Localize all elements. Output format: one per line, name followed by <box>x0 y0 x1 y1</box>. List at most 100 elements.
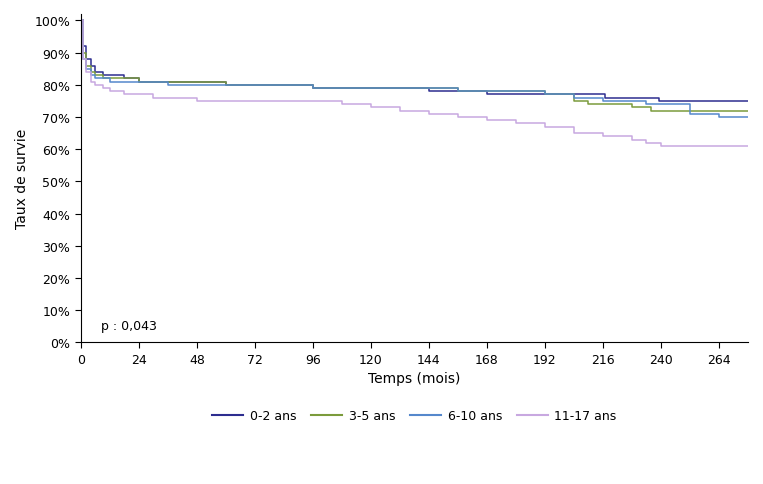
6-10 ans <box>511 89 520 95</box>
6-10 ans <box>482 89 491 95</box>
6-10 ans <box>308 86 317 92</box>
6-10 ans <box>424 86 433 92</box>
3-5 ans <box>598 102 607 108</box>
0-2 ans <box>81 57 90 63</box>
Line: 3-5 ans: 3-5 ans <box>81 21 748 111</box>
6-10 ans <box>79 57 88 63</box>
0-2 ans <box>337 86 346 92</box>
6-10 ans <box>714 115 723 121</box>
6-10 ans <box>98 76 107 82</box>
Line: 11-17 ans: 11-17 ans <box>81 21 748 147</box>
3-5 ans <box>98 76 107 82</box>
0-2 ans <box>279 83 288 89</box>
3-5 ans <box>149 79 158 85</box>
0-2 ans <box>86 63 95 69</box>
3-5 ans <box>647 108 656 114</box>
3-5 ans <box>424 86 433 92</box>
3-5 ans <box>453 89 462 95</box>
Line: 0-2 ans: 0-2 ans <box>81 21 748 102</box>
11-17 ans <box>511 121 520 127</box>
11-17 ans <box>453 115 462 121</box>
3-5 ans <box>743 108 752 114</box>
0-2 ans <box>743 99 752 105</box>
0-2 ans <box>221 83 230 89</box>
6-10 ans <box>642 102 651 108</box>
0-2 ans <box>652 95 661 101</box>
0-2 ans <box>511 92 520 98</box>
3-5 ans <box>685 108 694 114</box>
3-5 ans <box>250 83 259 89</box>
3-5 ans <box>79 51 88 57</box>
3-5 ans <box>91 73 100 79</box>
6-10 ans <box>656 102 665 108</box>
11-17 ans <box>86 79 95 85</box>
11-17 ans <box>308 99 317 105</box>
0-2 ans <box>453 89 462 95</box>
0-2 ans <box>598 92 607 98</box>
11-17 ans <box>98 86 107 92</box>
0-2 ans <box>627 95 636 101</box>
11-17 ans <box>656 144 665 150</box>
6-10 ans <box>337 86 346 92</box>
6-10 ans <box>598 99 607 105</box>
3-5 ans <box>120 76 129 82</box>
11-17 ans <box>76 18 85 24</box>
0-2 ans <box>395 86 404 92</box>
11-17 ans <box>366 105 375 111</box>
11-17 ans <box>337 102 346 108</box>
11-17 ans <box>79 57 88 63</box>
3-5 ans <box>584 102 593 108</box>
6-10 ans <box>540 92 549 98</box>
3-5 ans <box>221 83 230 89</box>
0-2 ans <box>569 92 578 98</box>
0-2 ans <box>76 18 85 24</box>
11-17 ans <box>120 92 129 98</box>
11-17 ans <box>105 89 114 95</box>
0-2 ans <box>424 89 433 95</box>
11-17 ans <box>627 137 636 143</box>
11-17 ans <box>642 140 651 146</box>
6-10 ans <box>395 86 404 92</box>
11-17 ans <box>81 70 90 76</box>
6-10 ans <box>192 83 201 89</box>
0-2 ans <box>654 99 663 105</box>
3-5 ans <box>76 18 85 24</box>
0-2 ans <box>308 86 317 92</box>
3-5 ans <box>86 70 95 76</box>
3-5 ans <box>569 99 578 105</box>
Text: p : 0,043: p : 0,043 <box>101 320 156 333</box>
11-17 ans <box>685 144 694 150</box>
6-10 ans <box>743 115 752 121</box>
11-17 ans <box>424 112 433 118</box>
6-10 ans <box>91 76 100 82</box>
6-10 ans <box>81 67 90 73</box>
11-17 ans <box>743 144 752 150</box>
6-10 ans <box>86 73 95 79</box>
6-10 ans <box>149 79 158 85</box>
11-17 ans <box>163 95 172 101</box>
11-17 ans <box>569 131 578 136</box>
11-17 ans <box>540 124 549 130</box>
6-10 ans <box>163 83 172 89</box>
0-2 ans <box>79 44 88 50</box>
0-2 ans <box>149 79 158 85</box>
11-17 ans <box>221 99 230 105</box>
11-17 ans <box>192 99 201 105</box>
3-5 ans <box>308 86 317 92</box>
6-10 ans <box>627 99 636 105</box>
3-5 ans <box>134 79 143 85</box>
3-5 ans <box>192 79 201 85</box>
6-10 ans <box>279 83 288 89</box>
X-axis label: Temps (mois): Temps (mois) <box>369 372 461 385</box>
0-2 ans <box>120 76 129 82</box>
0-2 ans <box>105 73 114 79</box>
3-5 ans <box>366 86 375 92</box>
6-10 ans <box>105 79 114 85</box>
11-17 ans <box>598 134 607 140</box>
3-5 ans <box>279 83 288 89</box>
0-2 ans <box>482 92 491 98</box>
11-17 ans <box>250 99 259 105</box>
11-17 ans <box>134 92 143 98</box>
0-2 ans <box>91 70 100 76</box>
11-17 ans <box>482 118 491 124</box>
